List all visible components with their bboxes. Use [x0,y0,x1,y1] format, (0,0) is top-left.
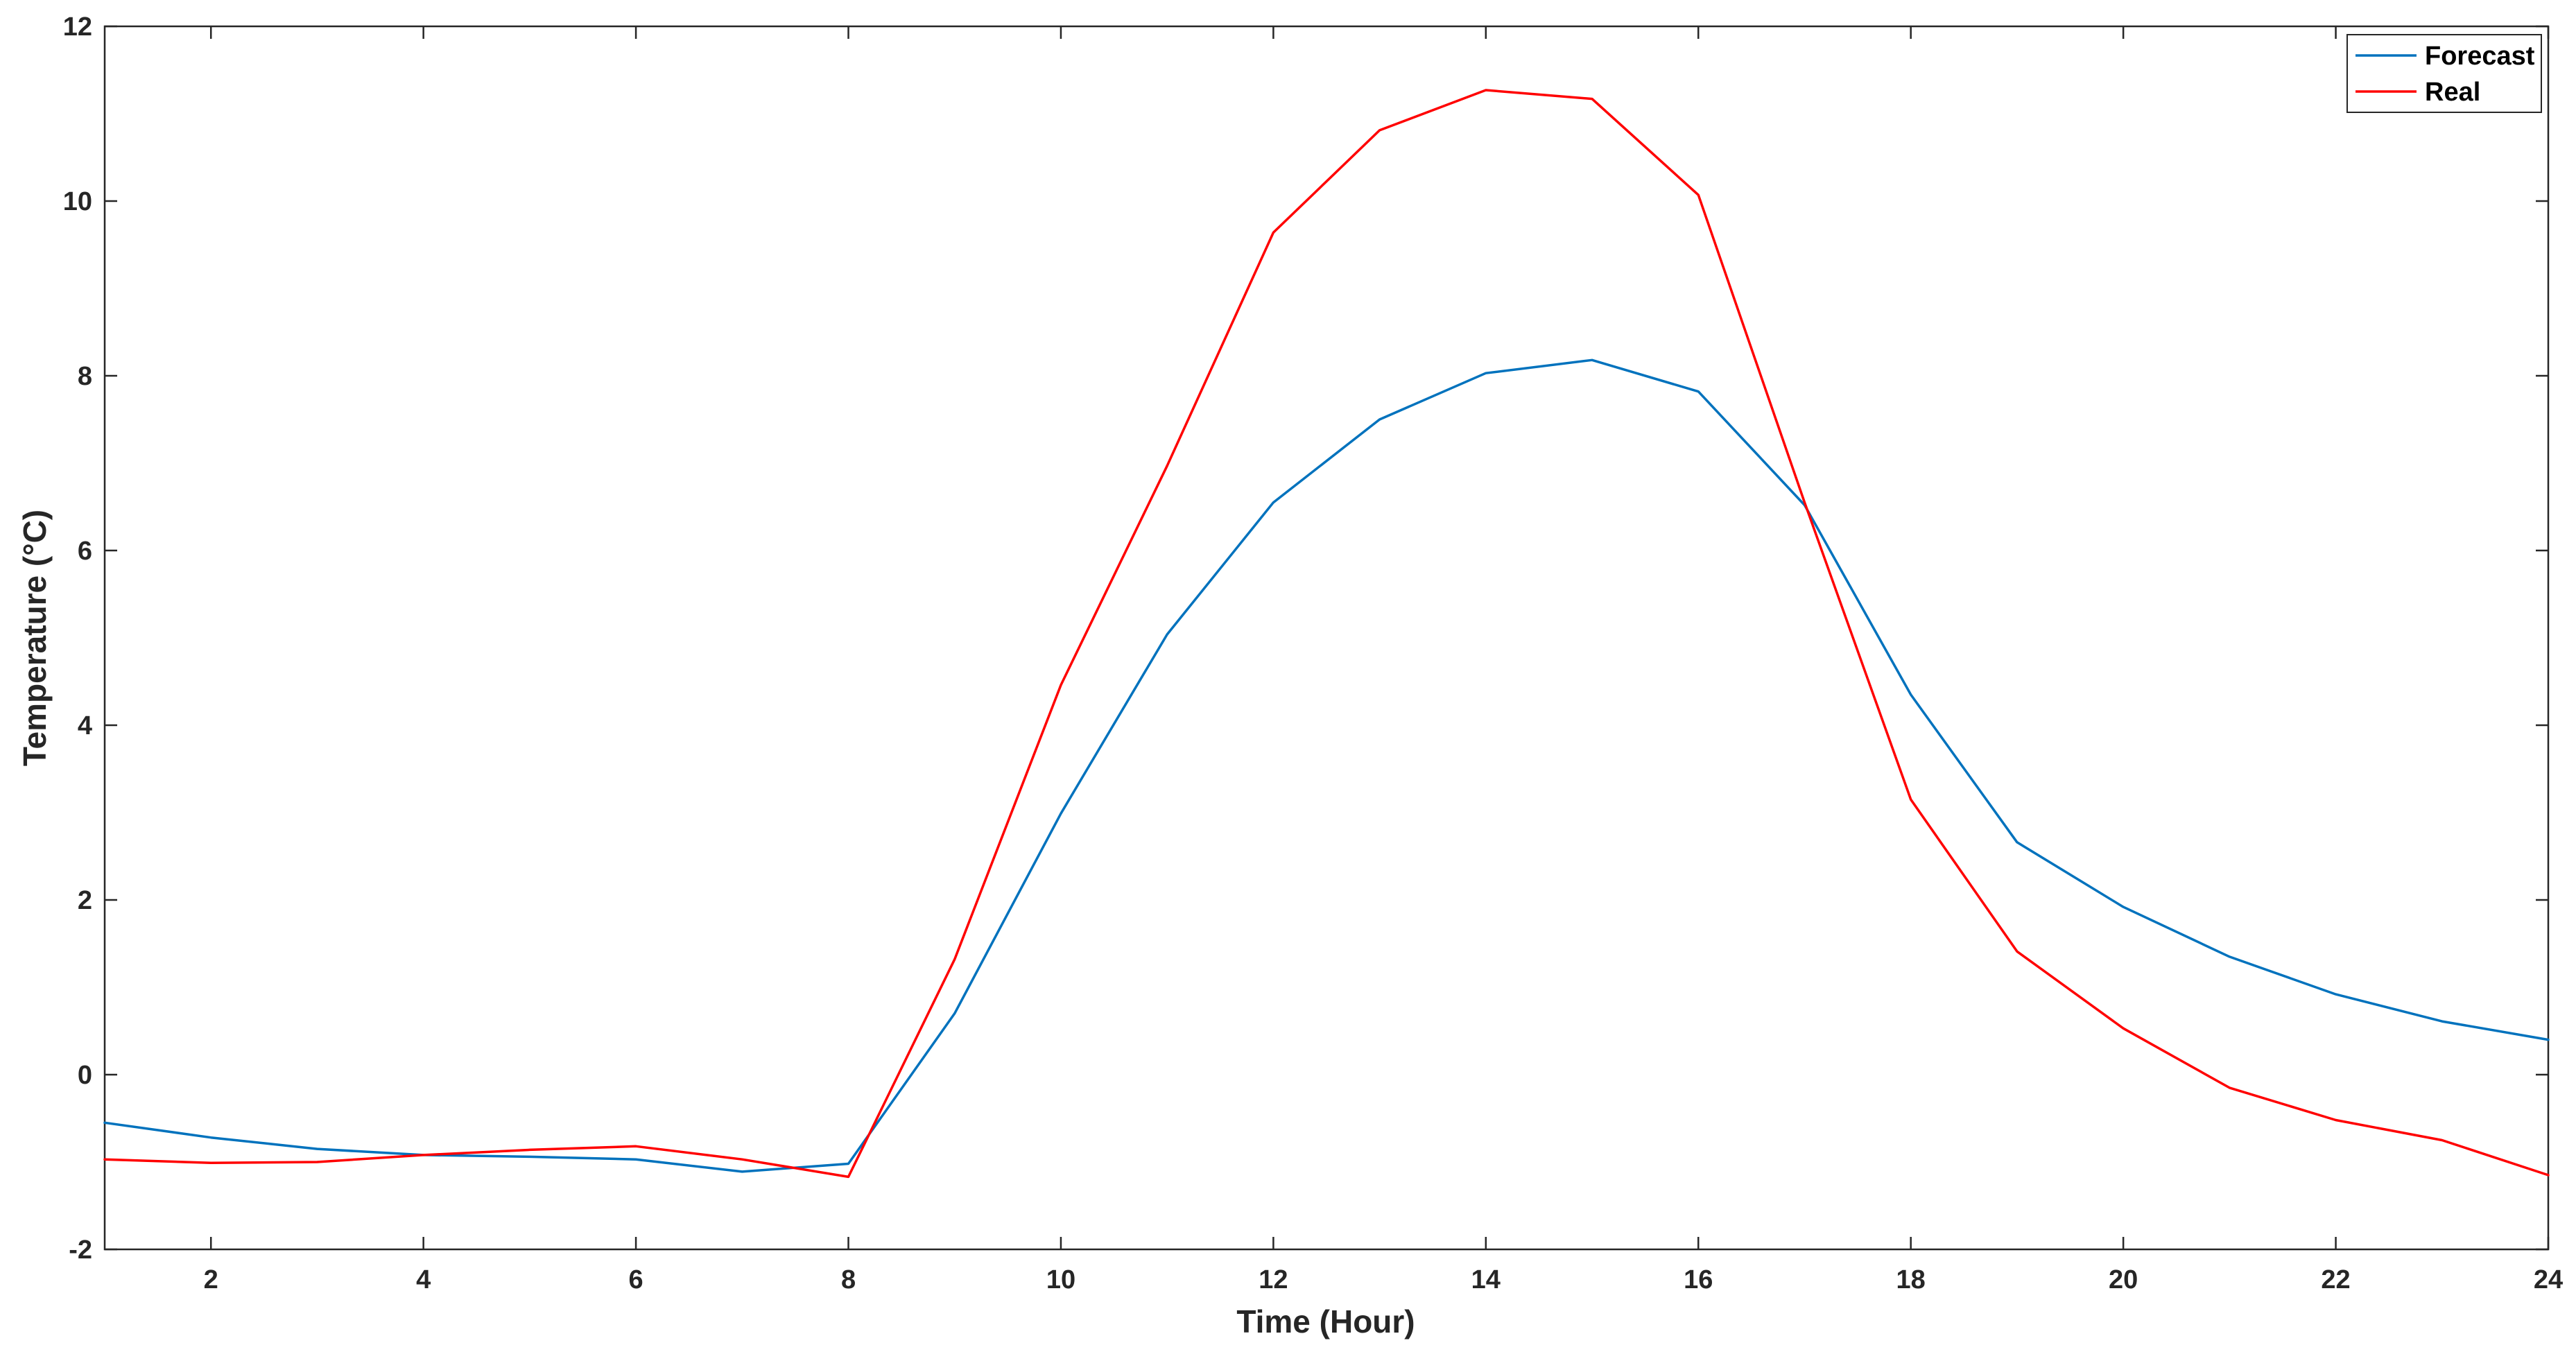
y-axis-label: Temperature (°C) [17,510,53,766]
series-lines [103,89,2550,1179]
legend: Forecast Real [2346,34,2542,113]
y-tick-label: 8 [78,362,92,391]
x-tick-label: 8 [841,1265,856,1294]
x-tick-label: 4 [416,1265,431,1294]
series-line-forecast [103,358,2550,1173]
y-tick-label: 6 [78,537,92,566]
plot-area [103,25,2550,1251]
x-tick-label: 10 [1046,1265,1075,1294]
x-tick-label: 16 [1684,1265,1713,1294]
x-tick-label: 6 [629,1265,643,1294]
x-axis-label: Time (Hour) [1236,1303,1415,1340]
plot-frame [103,25,2550,1251]
legend-label-real: Real [2425,78,2480,107]
x-tick-label: 18 [1896,1265,1926,1294]
x-tick-label: 14 [1471,1265,1501,1294]
y-tick-label: 4 [78,711,92,740]
y-tick-label: 12 [63,12,92,42]
x-tick-label: 12 [1259,1265,1288,1294]
x-tick-label: 2 [204,1265,218,1294]
x-tick-label: 22 [2321,1265,2350,1294]
x-tick-label: 24 [2534,1265,2563,1294]
y-tick-label: 10 [63,187,92,216]
y-tick-label: -2 [69,1236,92,1265]
x-tick-label: 20 [2109,1265,2138,1294]
legend-label-forecast: Forecast [2425,42,2535,71]
y-tick-label: 2 [78,886,92,915]
y-tick-label: 0 [78,1061,92,1090]
series-line-real [103,89,2550,1179]
legend-box [2346,34,2542,113]
